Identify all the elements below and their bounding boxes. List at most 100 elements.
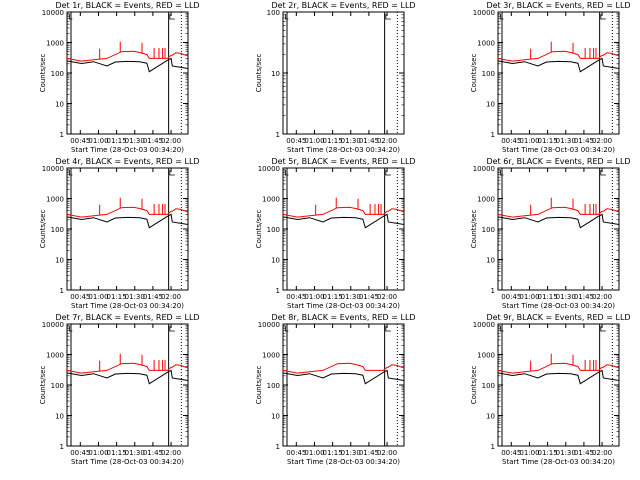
panel-title: Det 6r, BLACK = Events, RED = LLD — [486, 157, 630, 166]
x-tick-label: 01:15 — [107, 449, 127, 457]
panel-det-3: Det 3r, BLACK = Events, RED = LLD 1 10 100 1… — [470, 1, 631, 154]
y-tick-label: 10 — [55, 257, 64, 265]
y-tick-label: 1 — [60, 443, 64, 451]
gap-bracket-right — [169, 14, 175, 20]
x-tick-label: 01:30 — [341, 449, 361, 457]
y-tick-label: 100 — [51, 70, 64, 78]
series-line-lld — [497, 206, 620, 218]
y-axis-label: Counts/sec — [39, 54, 47, 93]
y-axis-label: Counts/sec — [39, 366, 47, 405]
x-axis-label: Start Time (28-Oct-03 00:34:20) — [502, 302, 615, 310]
y-tick-label: 10 — [55, 101, 64, 109]
x-tick-label: 01:15 — [538, 293, 558, 301]
x-tick-label: 01:00 — [304, 449, 324, 457]
panel-title: Det 2r, BLACK = Events, RED = LLD — [271, 1, 415, 10]
y-tick-label: 10 — [486, 257, 495, 265]
y-tick-label: 10 — [271, 70, 280, 78]
y-tick-label: 1000 — [46, 40, 64, 48]
panel-title: Det 7r, BLACK = Events, RED = LLD — [55, 313, 199, 322]
y-tick-label: 1 — [276, 131, 280, 139]
gap-bracket-left — [500, 14, 504, 20]
x-axis-label: Start Time (28-Oct-03 00:34:20) — [502, 146, 615, 154]
series-line-events — [497, 369, 620, 385]
x-tick-label: 01:30 — [341, 137, 361, 145]
y-tick-label: 1 — [491, 443, 495, 451]
x-tick-label: 01:45 — [359, 449, 379, 457]
x-axis-label: Start Time (28-Oct-03 00:34:20) — [287, 302, 400, 310]
x-tick-label: 01:45 — [574, 137, 594, 145]
y-tick-label: 10000 — [258, 165, 280, 173]
x-axis-label: Start Time (28-Oct-03 00:34:20) — [287, 146, 400, 154]
gap-bracket-right — [385, 326, 391, 332]
plot-frame — [282, 323, 405, 447]
x-tick-label: 01:15 — [107, 293, 127, 301]
series-line-lld — [497, 50, 620, 62]
panel-title: Det 3r, BLACK = Events, RED = LLD — [486, 1, 630, 10]
x-tick-label: 01:00 — [88, 449, 108, 457]
x-tick-label: 01:15 — [323, 449, 343, 457]
y-tick-label: 1 — [60, 131, 64, 139]
panel-title: Det 1r, BLACK = Events, RED = LLD — [55, 1, 199, 10]
x-tick-label: 01:45 — [143, 449, 163, 457]
x-tick-label: 01:30 — [125, 137, 145, 145]
panel-det-5: Det 5r, BLACK = Events, RED = LLD 1 10 100 1… — [255, 157, 416, 310]
series-line-events — [282, 369, 405, 385]
panel-det-1: Det 1r, BLACK = Events, RED = LLD 1 10 100 1… — [39, 1, 200, 154]
x-tick-label: 01:45 — [143, 137, 163, 145]
x-tick-label: 00:45 — [501, 293, 521, 301]
y-tick-label: 1 — [491, 287, 495, 295]
x-tick-label: 01:15 — [538, 449, 558, 457]
x-tick-label: 01:00 — [519, 137, 539, 145]
y-tick-label: 10 — [486, 413, 495, 421]
gap-bracket-left — [285, 14, 289, 20]
y-tick-label: 10 — [271, 257, 280, 265]
gap-bracket-right — [169, 170, 175, 176]
series-line-lld — [282, 362, 405, 374]
x-tick-label: 01:45 — [574, 293, 594, 301]
gap-bracket-left — [500, 326, 504, 332]
y-tick-label: 100 — [51, 226, 64, 234]
plot-frame — [282, 11, 405, 135]
series-line-lld — [66, 50, 189, 62]
x-tick-label: 02:00 — [161, 293, 181, 301]
x-tick-label: 01:30 — [125, 449, 145, 457]
series-line-lld — [497, 362, 620, 374]
x-tick-label: 01:45 — [574, 449, 594, 457]
y-tick-label: 1000 — [477, 40, 495, 48]
y-axis-label: Counts/sec — [255, 210, 263, 249]
y-axis-label: Counts/sec — [39, 210, 47, 249]
y-tick-label: 10000 — [258, 321, 280, 329]
gap-bracket-left — [69, 326, 73, 332]
series-line-events — [497, 57, 620, 73]
x-tick-label: 00:45 — [501, 137, 521, 145]
y-tick-label: 10 — [486, 101, 495, 109]
y-tick-label: 10000 — [473, 9, 495, 17]
y-tick-label: 10000 — [42, 9, 64, 17]
series-line-lld — [66, 206, 189, 218]
x-tick-label: 01:30 — [341, 293, 361, 301]
x-tick-label: 00:45 — [286, 137, 306, 145]
x-tick-label: 00:45 — [286, 293, 306, 301]
y-tick-label: 100 — [482, 382, 495, 390]
x-tick-label: 02:00 — [592, 449, 612, 457]
x-tick-label: 02:00 — [377, 449, 397, 457]
y-tick-label: 100 — [267, 9, 280, 17]
y-axis-label: Counts/sec — [470, 210, 478, 249]
plot-frame — [66, 323, 189, 447]
x-tick-label: 01:45 — [359, 293, 379, 301]
plot-frame — [497, 11, 620, 135]
y-tick-label: 100 — [51, 382, 64, 390]
plot-frame — [282, 167, 405, 291]
plot-frame — [497, 323, 620, 447]
y-axis-label: Counts/sec — [255, 366, 263, 405]
x-tick-label: 01:30 — [125, 293, 145, 301]
x-tick-label: 01:30 — [556, 137, 576, 145]
x-axis-label: Start Time (28-Oct-03 00:34:20) — [502, 458, 615, 466]
gap-bracket-right — [600, 170, 606, 176]
x-tick-label: 01:15 — [107, 137, 127, 145]
series-line-events — [282, 213, 405, 229]
x-axis-label: Start Time (28-Oct-03 00:34:20) — [71, 458, 184, 466]
panel-det-4: Det 4r, BLACK = Events, RED = LLD 1 10 100 1… — [39, 157, 200, 310]
x-tick-label: 02:00 — [592, 293, 612, 301]
